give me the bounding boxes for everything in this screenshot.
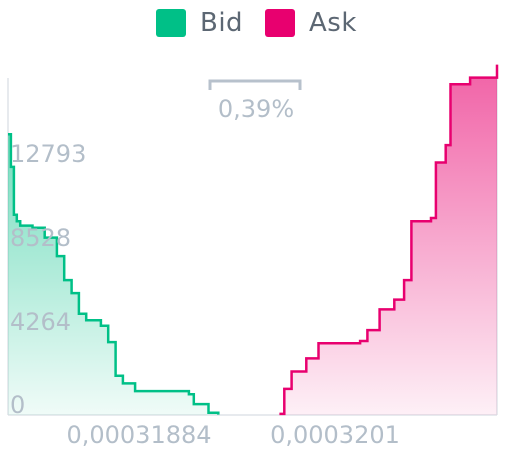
ask-area [279, 64, 497, 415]
legend-swatch-bid [156, 9, 186, 37]
x-tick-label: 0,0003201 [270, 421, 400, 449]
legend-item-bid[interactable]: Bid [156, 8, 243, 38]
legend-item-ask[interactable]: Ask [265, 8, 357, 38]
y-tick-label: 12793 [10, 140, 86, 168]
legend-label-ask: Ask [309, 8, 357, 38]
bid-line [8, 132, 220, 415]
spread-label: 0,39% [218, 95, 294, 123]
spread-bracket [208, 79, 302, 90]
spread-indicator: 0,39% [208, 79, 302, 123]
y-tick-label: 0 [10, 391, 25, 419]
y-tick-label: 8528 [10, 224, 71, 252]
ask-line [279, 64, 499, 416]
bid-area [8, 134, 219, 415]
legend-label-bid: Bid [200, 8, 244, 38]
x-tick-label: 0,00031884 [66, 421, 211, 449]
legend-swatch-ask [265, 9, 295, 37]
chart-legend: Bid Ask [0, 0, 506, 46]
y-tick-label: 4264 [10, 308, 71, 336]
